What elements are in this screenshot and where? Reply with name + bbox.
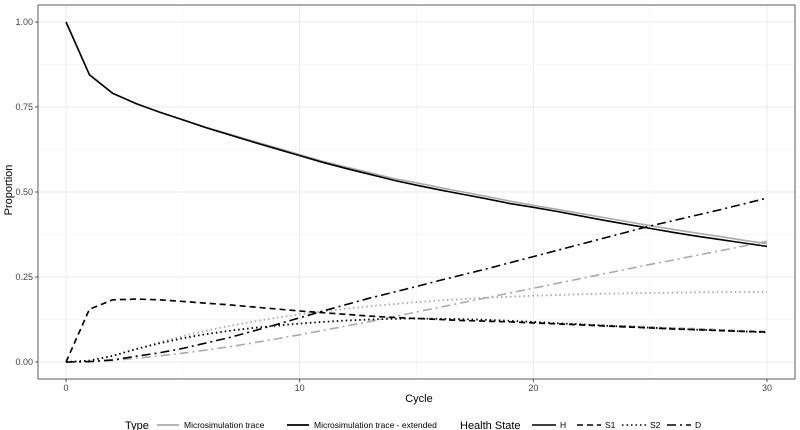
legend-label: S1 (605, 420, 616, 430)
x-tick-label: 10 (295, 383, 305, 393)
x-tick-label: 30 (762, 383, 772, 393)
axis-ticks: 0 10 20 30 0.00 0.25 0.50 0.75 1.00 (15, 17, 772, 393)
series-d-extended-line (66, 197, 768, 363)
legend-label: S2 (650, 420, 661, 430)
y-tick-label: 0.50 (15, 187, 33, 197)
series-s1-extended-line (65, 298, 767, 363)
series-s2-base-line (65, 291, 767, 363)
legend-label: H (560, 420, 566, 430)
legend: Type Microsimulation trace Microsimulation… (125, 420, 701, 430)
y-tick-label: 0.25 (15, 272, 33, 282)
series-d-base-line (66, 240, 768, 363)
x-axis-title: Cycle (405, 393, 433, 405)
y-tick-label: 1.00 (15, 17, 33, 27)
y-tick-label: 0.00 (15, 357, 33, 367)
y-tick-label: 0.75 (15, 102, 33, 112)
legend-label: Microsimulation trace - extended (314, 420, 437, 430)
series-lines (65, 21, 768, 363)
y-axis-title: Proportion (3, 165, 15, 216)
legend-title-type: Type (125, 420, 149, 430)
legend-title-health-state: Health State (460, 420, 521, 430)
series-h-extended-line (65, 21, 768, 248)
legend-label: Microsimulation trace (184, 420, 265, 430)
x-tick-label: 20 (528, 383, 538, 393)
x-tick-label: 0 (64, 383, 69, 393)
legend-label: D (695, 420, 701, 430)
grid (38, 5, 795, 379)
